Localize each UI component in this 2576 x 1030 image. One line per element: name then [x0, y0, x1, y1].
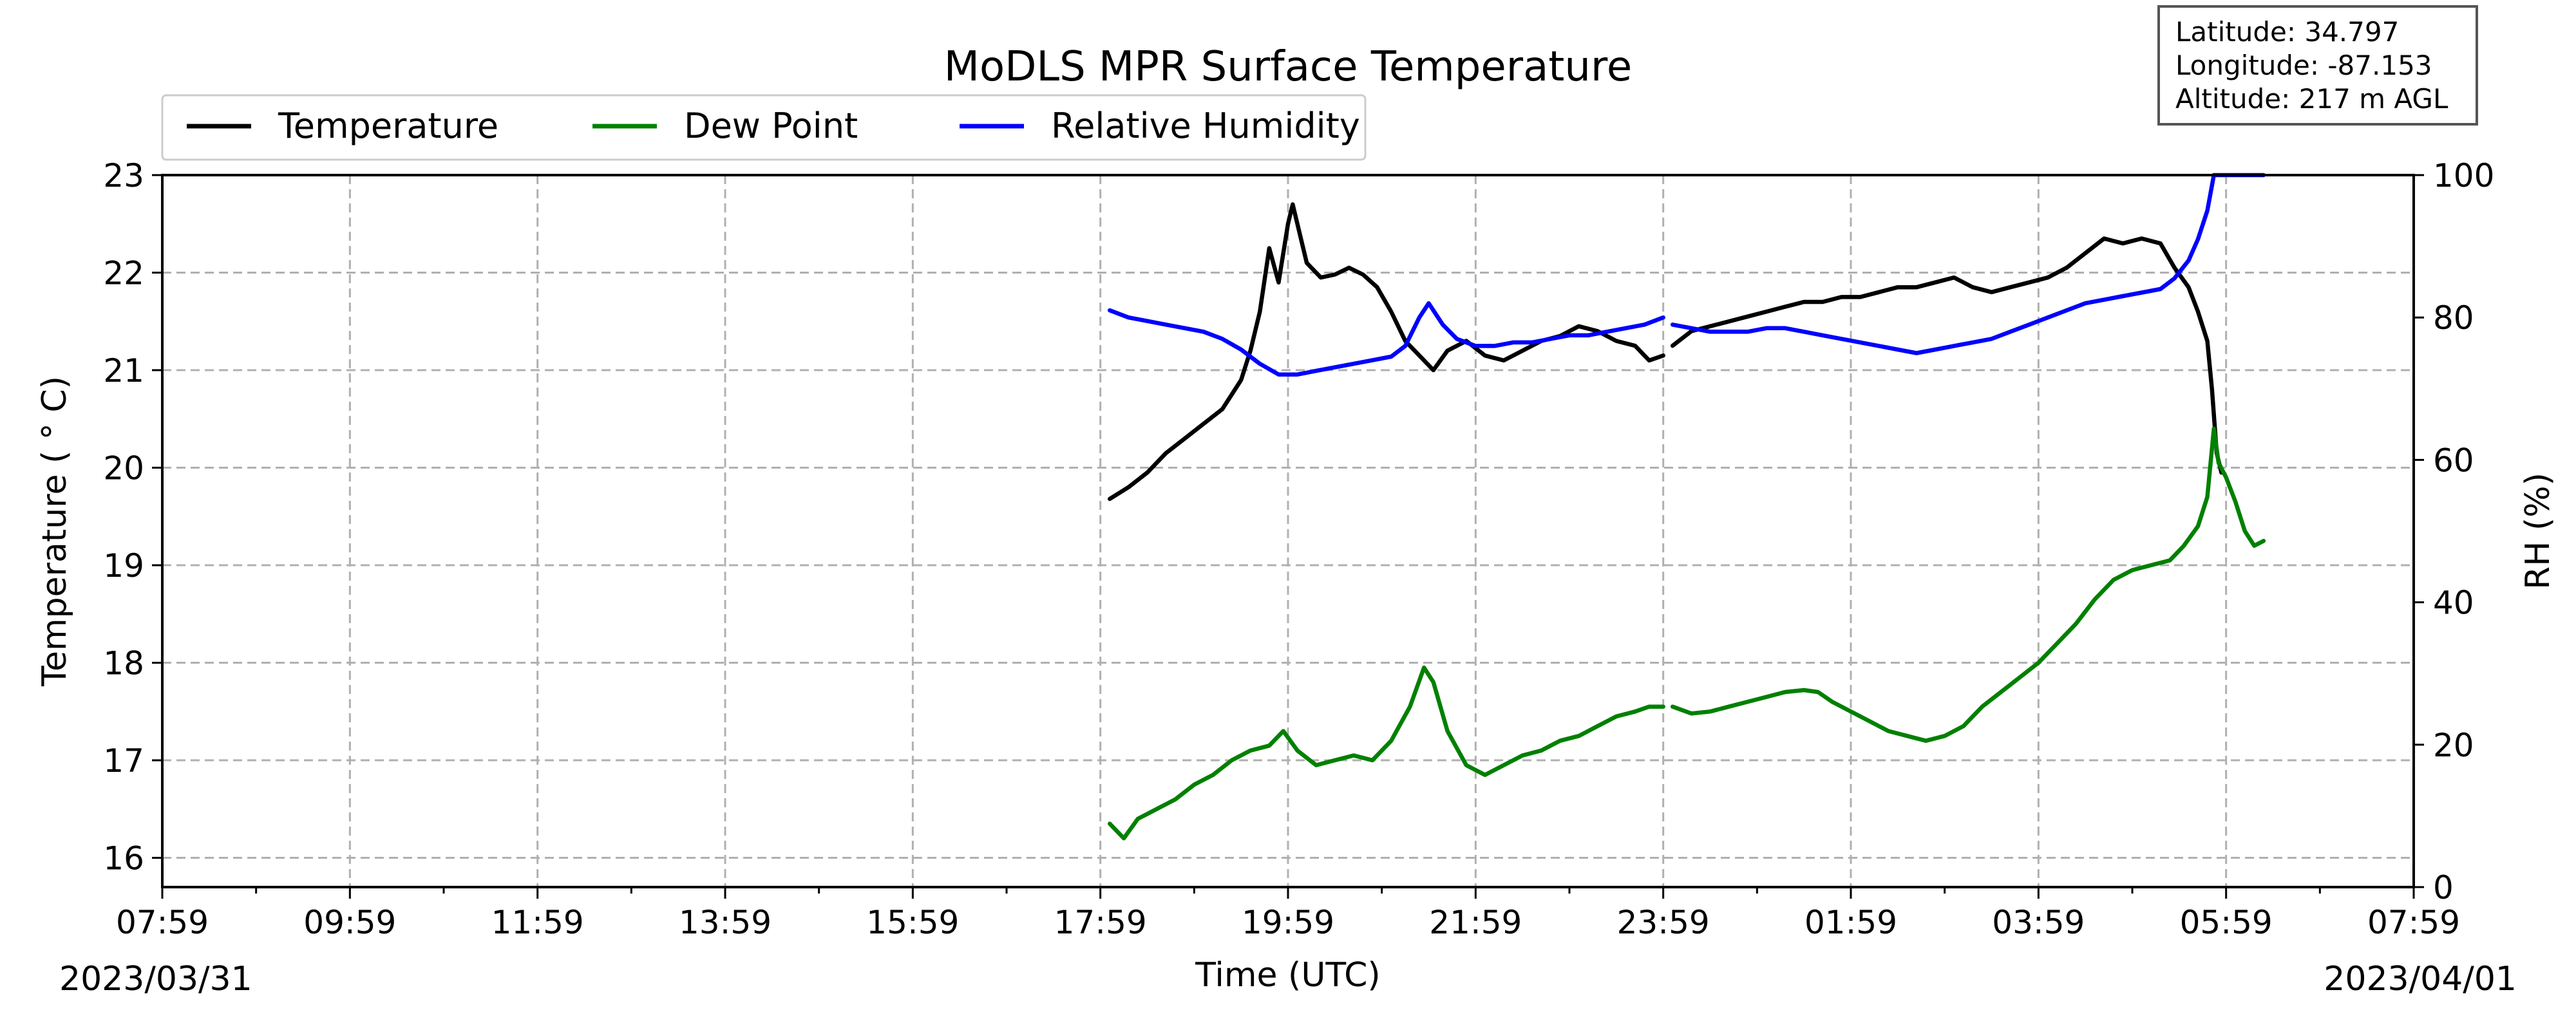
y-tick-label: 16: [103, 840, 144, 877]
x-tick-label: 05:59: [2180, 904, 2273, 941]
y-tick-label: 23: [103, 157, 144, 194]
altitude-label: Altitude: 217 m AGL: [2175, 83, 2448, 115]
x-tick-label: 23:59: [1617, 904, 1710, 941]
x-tick-label: 07:59: [116, 904, 209, 941]
y-tick-label: 21: [103, 352, 144, 389]
x-tick-label: 09:59: [303, 904, 396, 941]
x-tick-label: 01:59: [1804, 904, 1897, 941]
date-end-label: 2023/04/01: [2324, 960, 2517, 998]
y2-tick-label: 80: [2433, 299, 2474, 337]
x-tick-label: 11:59: [491, 904, 584, 941]
y-axis-label: Temperature ( ° C): [35, 376, 74, 687]
y2-tick-label: 100: [2433, 157, 2494, 194]
y2-tick-label: 40: [2433, 585, 2474, 622]
chart-title: MoDLS MPR Surface Temperature: [944, 43, 1632, 91]
y-tick-label: 18: [103, 645, 144, 682]
date-start-label: 2023/03/31: [59, 960, 252, 998]
y-tick-label: 19: [103, 547, 144, 585]
y2-axis-label: RH (%): [2519, 473, 2557, 590]
y-axis-left: 16 17 18 19 20 21 22 23: [103, 157, 162, 877]
x-tick-label: 03:59: [1992, 904, 2085, 941]
longitude-label: Longitude: -87.153: [2175, 50, 2432, 81]
x-axis: 07:59 09:59 11:59 13:59 15:59 17:59 19:59 21:59…: [116, 887, 2460, 941]
legend: Temperature Dew Point Relative Humidity: [161, 94, 1367, 161]
y-axis-right: 0 20 40 60 80 100: [2414, 157, 2494, 906]
y2-tick-label: 0: [2433, 869, 2454, 906]
y-tick-label: 22: [103, 255, 144, 292]
latitude-label: Latitude: 34.797: [2175, 16, 2399, 48]
legend-label-dew-point: Dew Point: [684, 106, 858, 146]
x-tick-label: 15:59: [866, 904, 959, 941]
x-tick-label: 21:59: [1429, 904, 1522, 941]
x-tick-label: 07:59: [2367, 904, 2460, 941]
x-tick-label: 17:59: [1054, 904, 1147, 941]
x-tick-label: 19:59: [1242, 904, 1334, 941]
y2-tick-label: 20: [2433, 727, 2474, 764]
series-lines: [1107, 173, 2266, 841]
relative-humidity-line: [1670, 173, 2266, 355]
dew-point-line: [1670, 426, 2266, 743]
legend-label-relative-humidity: Relative Humidity: [1051, 106, 1360, 146]
relative-humidity-line: [1107, 301, 1665, 377]
location-info-box: Latitude: 34.797 Longitude: -87.153 Alti…: [2157, 5, 2478, 126]
y2-tick-label: 60: [2433, 442, 2474, 479]
y-tick-label: 20: [103, 450, 144, 487]
x-tick-label: 13:59: [679, 904, 772, 941]
x-axis-label: Time (UTC): [1195, 956, 1380, 995]
temperature-line: [1670, 236, 2224, 475]
legend-label-temperature: Temperature: [278, 106, 498, 146]
dew-point-line: [1107, 665, 1665, 841]
y-tick-label: 17: [103, 742, 144, 780]
